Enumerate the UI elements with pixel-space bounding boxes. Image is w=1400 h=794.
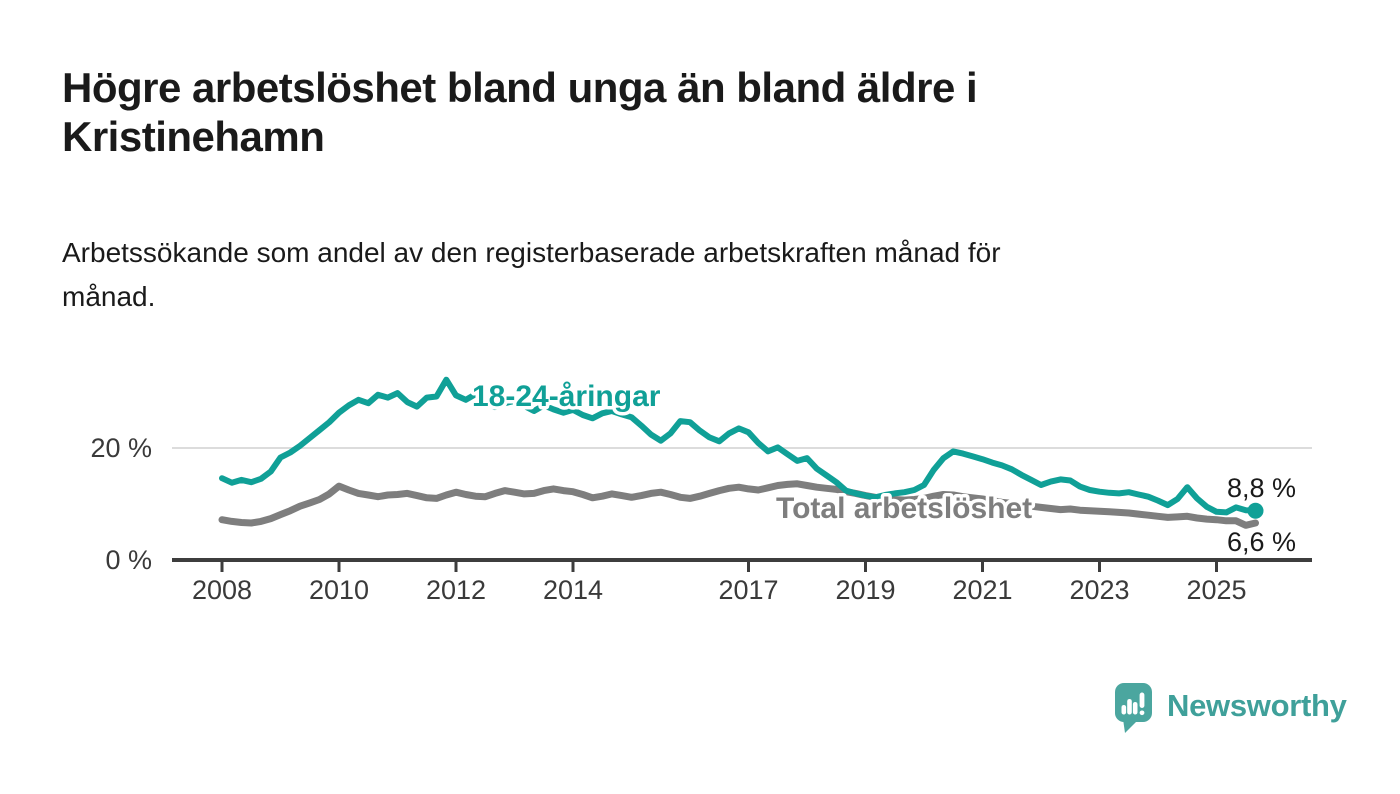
x-tick-label-2019: 2019: [835, 575, 895, 605]
newsworthy-bubble-chart-icon: [1115, 683, 1152, 733]
x-tick-label-2010: 2010: [309, 575, 369, 605]
brand-name: Newsworthy: [1167, 687, 1347, 723]
y-tick-label-0: 0 %: [105, 545, 152, 575]
title-line-2: Kristinehamn: [62, 113, 325, 160]
subtitle-line-2: månad.: [62, 281, 156, 312]
chart-subtitle: Arbetssökande som andel av den registerb…: [62, 231, 1001, 319]
chart-series-lines: [218, 376, 1259, 529]
end-value-label-total: 6,6 %: [1227, 527, 1296, 557]
series-line-young: [219, 376, 1259, 516]
chart-end-labels: 8,8 % 6,6 %: [1227, 473, 1296, 557]
x-tick-label-2023: 2023: [1069, 575, 1129, 605]
end-value-label-young: 8,8 %: [1227, 473, 1296, 503]
series-label-18-24: 18-24-åringar: [472, 380, 661, 413]
x-tick-label-2008: 2008: [192, 575, 252, 605]
newsworthy-logo: Newsworthy: [1114, 683, 1347, 737]
series-line-total: [218, 480, 1259, 529]
x-tick-label-2017: 2017: [718, 575, 778, 605]
chart-axes: 0 % 20 % 2008 2010 2012 2014 2017 2019 2021 2023 2…: [90, 433, 1312, 605]
page-title: Högre arbetslöshet bland unga än bland ä…: [62, 63, 978, 161]
x-tick-label-2014: 2014: [543, 575, 603, 605]
title-line-1: Högre arbetslöshet bland unga än bland ä…: [62, 64, 978, 111]
chart-series-labels: 18-24-åringar Total arbetslöshet: [469, 377, 1036, 529]
series-end-dot-young: [1247, 502, 1264, 519]
x-tick-label-2012: 2012: [426, 575, 486, 605]
series-label-total: Total arbetslöshet: [776, 492, 1032, 525]
x-tick-label-2025: 2025: [1186, 575, 1246, 605]
chart-end-dot-group: [1247, 502, 1264, 519]
y-tick-label-20: 20 %: [90, 433, 152, 463]
subtitle-line-1: Arbetssökande som andel av den registerb…: [62, 237, 1001, 268]
x-tick-label-2021: 2021: [952, 575, 1012, 605]
